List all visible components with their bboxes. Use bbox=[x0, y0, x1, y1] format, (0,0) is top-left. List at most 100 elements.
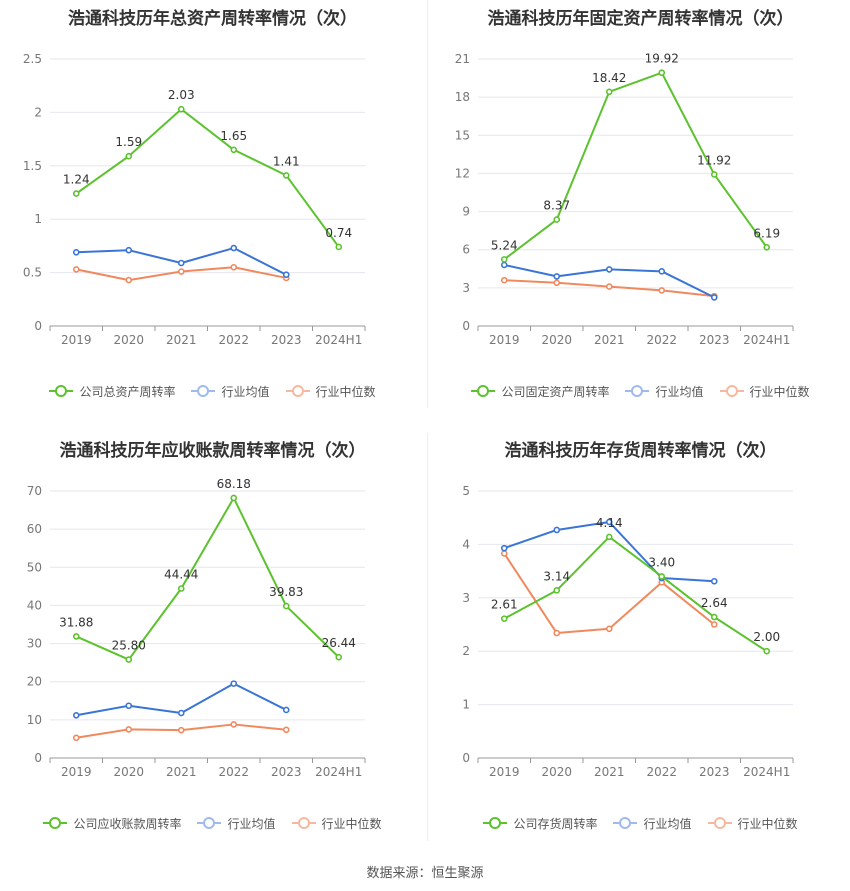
legend-median-label: 行业中位数 bbox=[737, 816, 798, 831]
data-point-avg bbox=[177, 259, 185, 267]
y-tick-label: 15 bbox=[455, 128, 470, 142]
legend-item-avg[interactable]: 行业均值 bbox=[625, 383, 704, 400]
legend-item-company[interactable]: 公司总资产周转率 bbox=[49, 383, 175, 400]
legend-avg-label: 行业均值 bbox=[227, 816, 276, 831]
data-label: 5.24 bbox=[491, 238, 518, 252]
data-source-footer: 数据来源：恒生聚源 bbox=[366, 866, 484, 881]
legend-median-label: 行业中位数 bbox=[315, 384, 376, 399]
y-tick-label: 30 bbox=[27, 637, 42, 651]
legend-avg-label: 行业均值 bbox=[643, 816, 692, 831]
data-point-avg bbox=[282, 706, 290, 714]
data-point-avg bbox=[710, 577, 718, 585]
data-point-avg bbox=[605, 266, 613, 273]
series-line-company bbox=[503, 535, 768, 653]
data-label: 1.41 bbox=[273, 154, 300, 168]
data-point-company bbox=[658, 69, 666, 77]
chart-plot-3: 0 1 2 3 4 5 2019 2020 2021 2022 2023 2024H1 2.61 3.14… bbox=[462, 484, 794, 779]
data-point-median bbox=[125, 726, 133, 733]
data-point-avg bbox=[553, 526, 561, 534]
data-point-company bbox=[230, 146, 238, 154]
legend-company-marker bbox=[49, 384, 74, 398]
data-point-company bbox=[335, 653, 343, 661]
y-tick-label: 9 bbox=[462, 205, 470, 219]
legend-item-median[interactable]: 行业中位数 bbox=[719, 383, 810, 400]
legend-item-median[interactable]: 行业中位数 bbox=[285, 383, 376, 400]
series-line-company bbox=[75, 496, 340, 661]
panel-divider bbox=[427, 0, 428, 408]
data-point-avg bbox=[605, 518, 613, 526]
x-tick-label: 2020 bbox=[113, 333, 144, 347]
data-label: 2.64 bbox=[701, 596, 728, 610]
data-point-median bbox=[125, 276, 133, 284]
x-tick-label: 2019 bbox=[61, 333, 92, 347]
data-point-company bbox=[177, 585, 185, 592]
data-point-company bbox=[125, 656, 133, 663]
data-point-company bbox=[500, 615, 508, 622]
data-label: 68.18 bbox=[217, 477, 251, 491]
panel-divider bbox=[427, 433, 428, 841]
data-point-median bbox=[230, 721, 238, 728]
chart-title: 浩通科技历年存货周转率情况（次） bbox=[504, 441, 777, 461]
legend-item-median[interactable]: 行业中位数 bbox=[291, 815, 382, 832]
data-label: 44.44 bbox=[164, 567, 198, 581]
legend-median-marker bbox=[291, 816, 316, 830]
chart-title: 浩通科技历年固定资产周转率情况（次） bbox=[487, 9, 794, 29]
data-label: 31.88 bbox=[59, 615, 93, 629]
data-point-avg bbox=[177, 709, 185, 717]
data-label: 4.14 bbox=[596, 516, 623, 530]
x-tick-label: 2024H1 bbox=[315, 765, 362, 779]
y-tick-label: 0 bbox=[462, 751, 470, 765]
legend-avg-label: 行业均值 bbox=[655, 384, 704, 399]
data-point-avg bbox=[230, 680, 238, 687]
x-tick-label: 2021 bbox=[166, 765, 197, 779]
x-tick-label: 2023 bbox=[271, 333, 302, 347]
y-tick-label: 70 bbox=[27, 484, 42, 498]
data-point-median bbox=[72, 266, 80, 273]
legend-company-label: 公司总资产周转率 bbox=[79, 384, 176, 399]
data-point-avg bbox=[553, 273, 561, 280]
legend-avg-marker bbox=[613, 816, 638, 830]
chart-plot-1: 0 3 6 9 12 15 18 21 2019 2020 2021 2022 2023 2024H1 5.… bbox=[455, 52, 794, 347]
legend-item-avg[interactable]: 行业均值 bbox=[191, 383, 270, 400]
legend-company-label: 公司固定资产周转率 bbox=[501, 384, 610, 399]
data-point-avg bbox=[125, 246, 133, 254]
x-tick-label: 2019 bbox=[61, 765, 92, 779]
legend-item-avg[interactable]: 行业均值 bbox=[613, 815, 692, 832]
y-tick-label: 2 bbox=[34, 105, 42, 119]
data-point-median bbox=[72, 734, 80, 742]
legend-company-marker bbox=[471, 384, 496, 398]
data-label: 3.40 bbox=[648, 555, 675, 569]
x-tick-label: 2022 bbox=[218, 333, 249, 347]
data-label: 2.03 bbox=[168, 88, 195, 102]
chart-panel-total-asset: 浩通科技历年总资产周转率情况（次） 0 0.5 1 1.5 2 2.5 2019 2020 20… bbox=[0, 0, 425, 430]
y-tick-label: 10 bbox=[27, 713, 42, 727]
data-point-avg bbox=[282, 271, 290, 279]
x-tick-label: 2022 bbox=[218, 765, 249, 779]
data-point-company bbox=[710, 613, 718, 621]
data-label: 26.44 bbox=[322, 636, 356, 650]
data-point-median bbox=[658, 287, 666, 294]
legend-item-median[interactable]: 行业中位数 bbox=[707, 815, 798, 832]
data-point-avg bbox=[72, 711, 80, 719]
data-point-avg bbox=[658, 268, 666, 275]
x-tick-label: 2020 bbox=[541, 333, 572, 347]
data-label: 1.24 bbox=[63, 173, 90, 187]
chart-plot-2: 0 10 20 30 40 50 60 70 2019 2020 2021 2022 2023 2024H… bbox=[27, 477, 366, 779]
legend-item-company[interactable]: 公司存货周转率 bbox=[483, 815, 597, 832]
data-point-avg bbox=[500, 544, 508, 552]
legend-item-company[interactable]: 公司应收账款周转率 bbox=[43, 815, 181, 832]
data-point-company bbox=[72, 190, 80, 197]
y-tick-label: 18 bbox=[455, 90, 470, 104]
data-point-avg bbox=[125, 702, 133, 710]
y-tick-label: 5 bbox=[462, 484, 470, 498]
y-tick-label: 21 bbox=[455, 52, 470, 66]
data-point-median bbox=[605, 283, 613, 290]
legend-item-avg[interactable]: 行业均值 bbox=[197, 815, 276, 832]
x-tick-label: 2020 bbox=[113, 765, 144, 779]
legend-item-company[interactable]: 公司固定资产周转率 bbox=[471, 383, 609, 400]
data-point-median bbox=[605, 625, 613, 633]
chart-legend: 公司存货周转率 行业均值 行业中位数 bbox=[428, 813, 850, 833]
chart-panel-receivables: 浩通科技历年应收账款周转率情况（次） 0 10 20 30 40 50 60 70 2019 20… bbox=[0, 432, 425, 862]
data-point-median bbox=[177, 726, 185, 734]
chart-title: 浩通科技历年应收账款周转率情况（次） bbox=[59, 441, 366, 461]
